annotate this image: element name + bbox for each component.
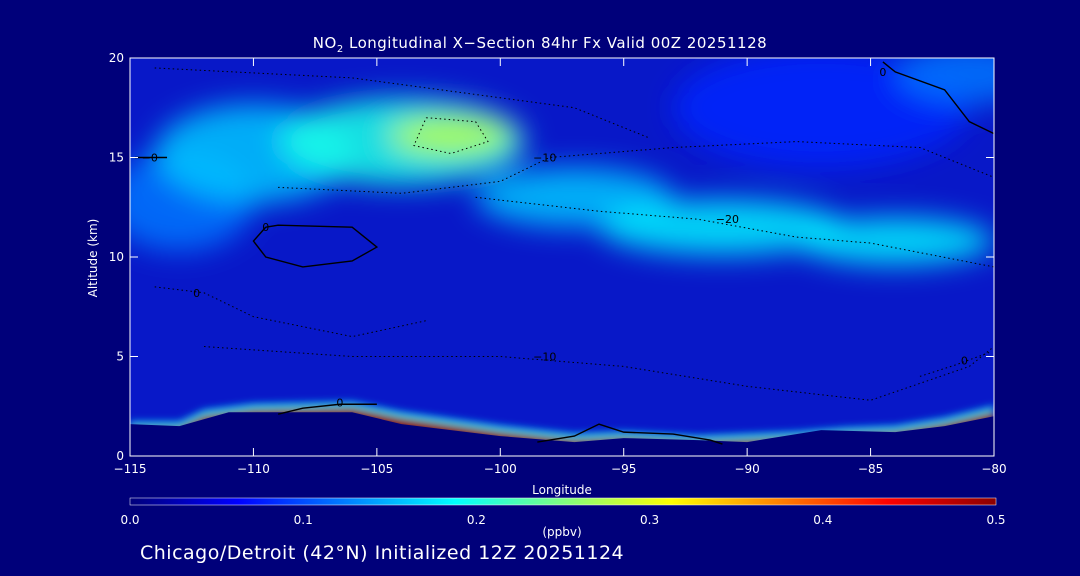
x-tick-label: −100 xyxy=(484,462,517,476)
title-species: NO xyxy=(312,34,337,52)
contour-label: 0 xyxy=(879,66,886,79)
x-tick-label: −115 xyxy=(114,462,147,476)
x-tick-label: −90 xyxy=(734,462,759,476)
colorbar-tick-label: 0.4 xyxy=(813,513,832,527)
contour-label: −20 xyxy=(716,213,739,226)
upper-concentration-blob xyxy=(796,217,994,265)
y-tick-label: 0 xyxy=(116,449,124,463)
y-tick-label: 5 xyxy=(116,350,124,364)
title-rest: Longitudinal X−Section 84hr Fx Valid 00Z… xyxy=(343,34,768,52)
contour-label: −10 xyxy=(533,152,556,165)
colorbar-tick-label: 0.5 xyxy=(986,513,1005,527)
x-tick-label: −85 xyxy=(858,462,883,476)
upper-concentration-blob xyxy=(895,58,994,104)
upper-concentration-blob xyxy=(389,115,513,156)
contour-line xyxy=(154,67,649,139)
colorbar xyxy=(129,497,997,506)
contour-label: 0 xyxy=(193,287,200,300)
contour-label: −10 xyxy=(533,351,556,364)
initialization-footer: Chicago/Detroit (42°N) Initialized 12Z 2… xyxy=(140,542,625,564)
y-axis-label: Altitude (km) xyxy=(86,219,100,298)
contour-line xyxy=(277,403,377,415)
contour-line xyxy=(413,117,489,155)
contour-line xyxy=(537,423,723,445)
y-tick-label: 20 xyxy=(109,51,124,65)
colorbar-tick-label: 0.2 xyxy=(467,513,486,527)
contour-line xyxy=(882,61,994,135)
contour-line xyxy=(278,141,994,194)
contour-label: 0 xyxy=(961,354,968,367)
contour-line xyxy=(204,346,994,401)
colorbar-tick-label: 0.0 xyxy=(120,513,139,527)
contour-line xyxy=(154,286,427,338)
title-subscript: 2 xyxy=(336,44,344,55)
upper-concentration-blob xyxy=(599,199,846,256)
colorbar-tick-label: 0.3 xyxy=(640,513,659,527)
colorbar-tick-label: 0.1 xyxy=(294,513,313,527)
y-tick-label: 10 xyxy=(109,250,124,264)
contour-line xyxy=(475,196,994,268)
colorbar-unit-label: (ppbv) xyxy=(542,525,581,539)
contour-line xyxy=(252,224,379,268)
x-tick-label: −105 xyxy=(360,462,393,476)
y-tick-label: 15 xyxy=(109,151,124,165)
x-tick-label: −95 xyxy=(611,462,636,476)
contour-label: 0 xyxy=(336,396,343,409)
upper-concentration-blob xyxy=(673,58,970,168)
x-tick-label: −80 xyxy=(981,462,1006,476)
chart-title: NO2 Longitudinal X−Section 84hr Fx Valid… xyxy=(0,34,1080,55)
x-axis-label: Longitude xyxy=(532,483,592,497)
contour-label: 0 xyxy=(262,221,269,234)
x-tick-label: −110 xyxy=(237,462,270,476)
terrain xyxy=(130,412,994,456)
contour-label: −0 xyxy=(142,152,158,165)
